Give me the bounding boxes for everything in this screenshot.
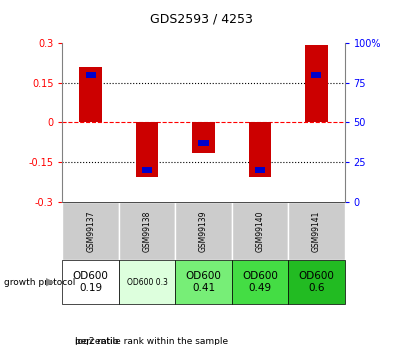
Text: percentile rank within the sample: percentile rank within the sample bbox=[75, 337, 228, 345]
Bar bbox=[232, 260, 288, 304]
Text: log2 ratio: log2 ratio bbox=[75, 337, 118, 345]
Bar bbox=[192, 122, 215, 153]
Text: ▶: ▶ bbox=[46, 277, 55, 287]
Bar bbox=[136, 122, 158, 177]
Text: OD600 0.3: OD600 0.3 bbox=[127, 277, 168, 287]
Bar bbox=[198, 140, 209, 146]
Bar bbox=[79, 67, 102, 122]
Bar bbox=[288, 260, 345, 304]
Bar bbox=[232, 202, 288, 260]
Bar bbox=[255, 167, 265, 173]
Text: GSM99141: GSM99141 bbox=[312, 210, 321, 252]
Bar bbox=[119, 260, 175, 304]
Bar bbox=[175, 202, 232, 260]
Text: OD600
0.19: OD600 0.19 bbox=[73, 271, 109, 293]
Bar bbox=[311, 72, 322, 78]
Text: GSM99139: GSM99139 bbox=[199, 210, 208, 252]
Bar bbox=[305, 45, 328, 122]
Text: GSM99140: GSM99140 bbox=[256, 210, 264, 252]
Text: OD600
0.41: OD600 0.41 bbox=[185, 271, 222, 293]
Text: GDS2593 / 4253: GDS2593 / 4253 bbox=[150, 12, 253, 26]
Bar bbox=[62, 260, 119, 304]
Text: GSM99137: GSM99137 bbox=[86, 210, 95, 252]
Bar bbox=[62, 202, 119, 260]
Bar bbox=[85, 72, 96, 78]
Bar bbox=[119, 202, 175, 260]
Bar bbox=[249, 122, 271, 177]
Bar bbox=[288, 202, 345, 260]
Text: OD600
0.49: OD600 0.49 bbox=[242, 271, 278, 293]
Bar bbox=[142, 167, 152, 173]
Text: growth protocol: growth protocol bbox=[4, 277, 75, 287]
Text: GSM99138: GSM99138 bbox=[143, 210, 152, 252]
Text: OD600
0.6: OD600 0.6 bbox=[298, 271, 334, 293]
Bar bbox=[175, 260, 232, 304]
